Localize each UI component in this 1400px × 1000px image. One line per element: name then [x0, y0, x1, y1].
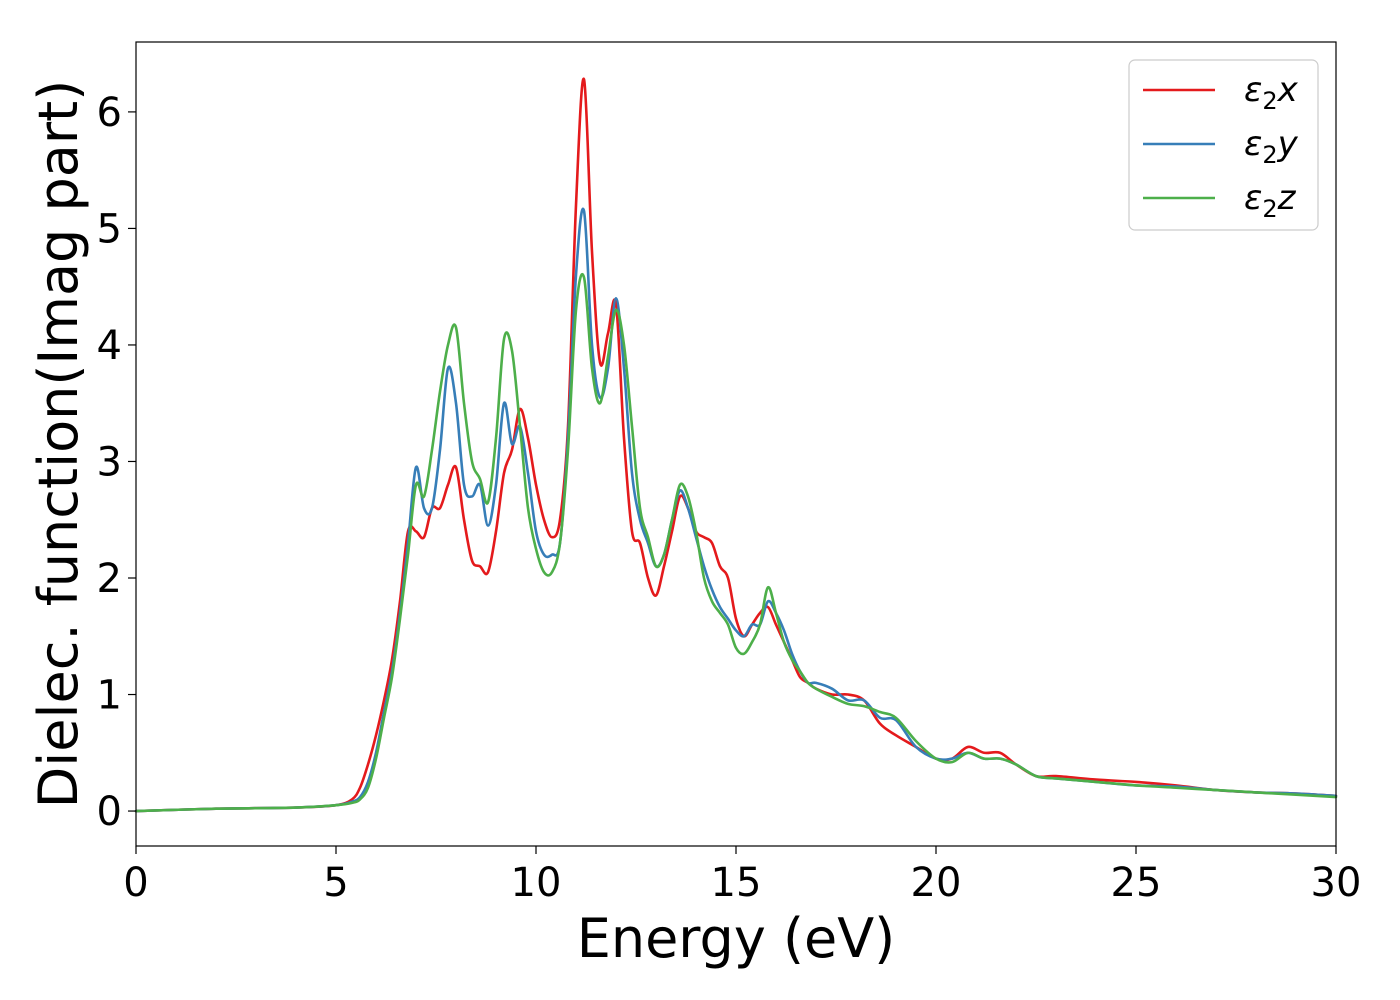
x-tick-label: 25: [1111, 860, 1162, 906]
y-tick-label: 4: [97, 323, 122, 369]
y-tick-label: 2: [97, 556, 122, 602]
legend-label-y: ε2y: [1244, 124, 1299, 169]
x-tick-label: 10: [511, 860, 562, 906]
x-tick-label: 30: [1311, 860, 1362, 906]
y-tick-label: 1: [97, 673, 122, 719]
legend-box: [1128, 59, 1319, 231]
x-axis-title: Energy (eV): [577, 907, 896, 970]
legend-label-z: ε2z: [1244, 178, 1297, 223]
x-axis-ticks: 0 5 10 15 20 25 30: [123, 846, 1361, 906]
legend: ε2x ε2y ε2z: [1128, 59, 1319, 231]
x-tick-label: 5: [323, 860, 348, 906]
series-layer: [134, 77, 1338, 813]
y-axis-ticks: 0 1 2 3 4 5 6: [97, 90, 136, 835]
y-tick-label: 3: [97, 439, 122, 485]
y-tick-label: 5: [97, 206, 122, 252]
series-line-z: [134, 273, 1338, 813]
series-line-y: [134, 207, 1338, 813]
y-tick-label: 0: [97, 789, 122, 835]
x-tick-label: 15: [711, 860, 762, 906]
x-tick-label: 0: [123, 860, 148, 906]
x-tick-label: 20: [911, 860, 962, 906]
legend-label-x: ε2x: [1244, 70, 1299, 115]
y-tick-label: 6: [97, 90, 122, 136]
y-axis-title: Dielec. function(Imag part): [27, 80, 90, 809]
